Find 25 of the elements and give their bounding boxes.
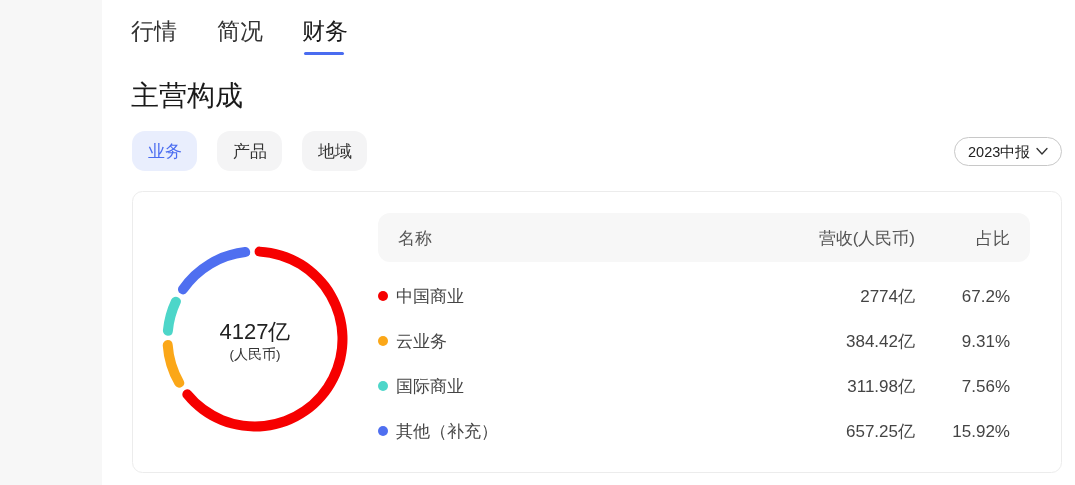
text: 67.2% [961,286,1010,306]
text: 4127亿 [219,319,291,344]
text: 地域 [316,141,352,161]
text: 7.56% [961,376,1010,396]
text: (人民币) [229,347,281,362]
text: 产品 [232,141,267,161]
text: 2023中报 [968,143,1031,160]
text: 占比 [976,228,1010,248]
chart-title: 主营构成 [131,79,243,111]
data-label: 2774亿 [860,286,915,306]
legend-label: 中国商业 [396,286,464,306]
legend-title: 名称 [398,228,432,248]
data-label: 657.25亿 [846,421,915,441]
text: 15.92% [952,421,1010,441]
data-label: 311.98亿 [847,376,915,396]
legend-label: 云业务 [396,331,447,351]
text: 简况 [217,18,263,44]
legend-label: 其他（补充） [396,421,498,441]
legend-label: 国际商业 [396,376,464,396]
text: 9.31% [961,331,1010,351]
data-label: 384.42亿 [846,331,915,351]
text: 营收(人民币) [818,228,915,248]
text: 行情 [131,18,177,44]
text: 业务 [147,141,182,161]
text: 财务 [302,18,348,44]
